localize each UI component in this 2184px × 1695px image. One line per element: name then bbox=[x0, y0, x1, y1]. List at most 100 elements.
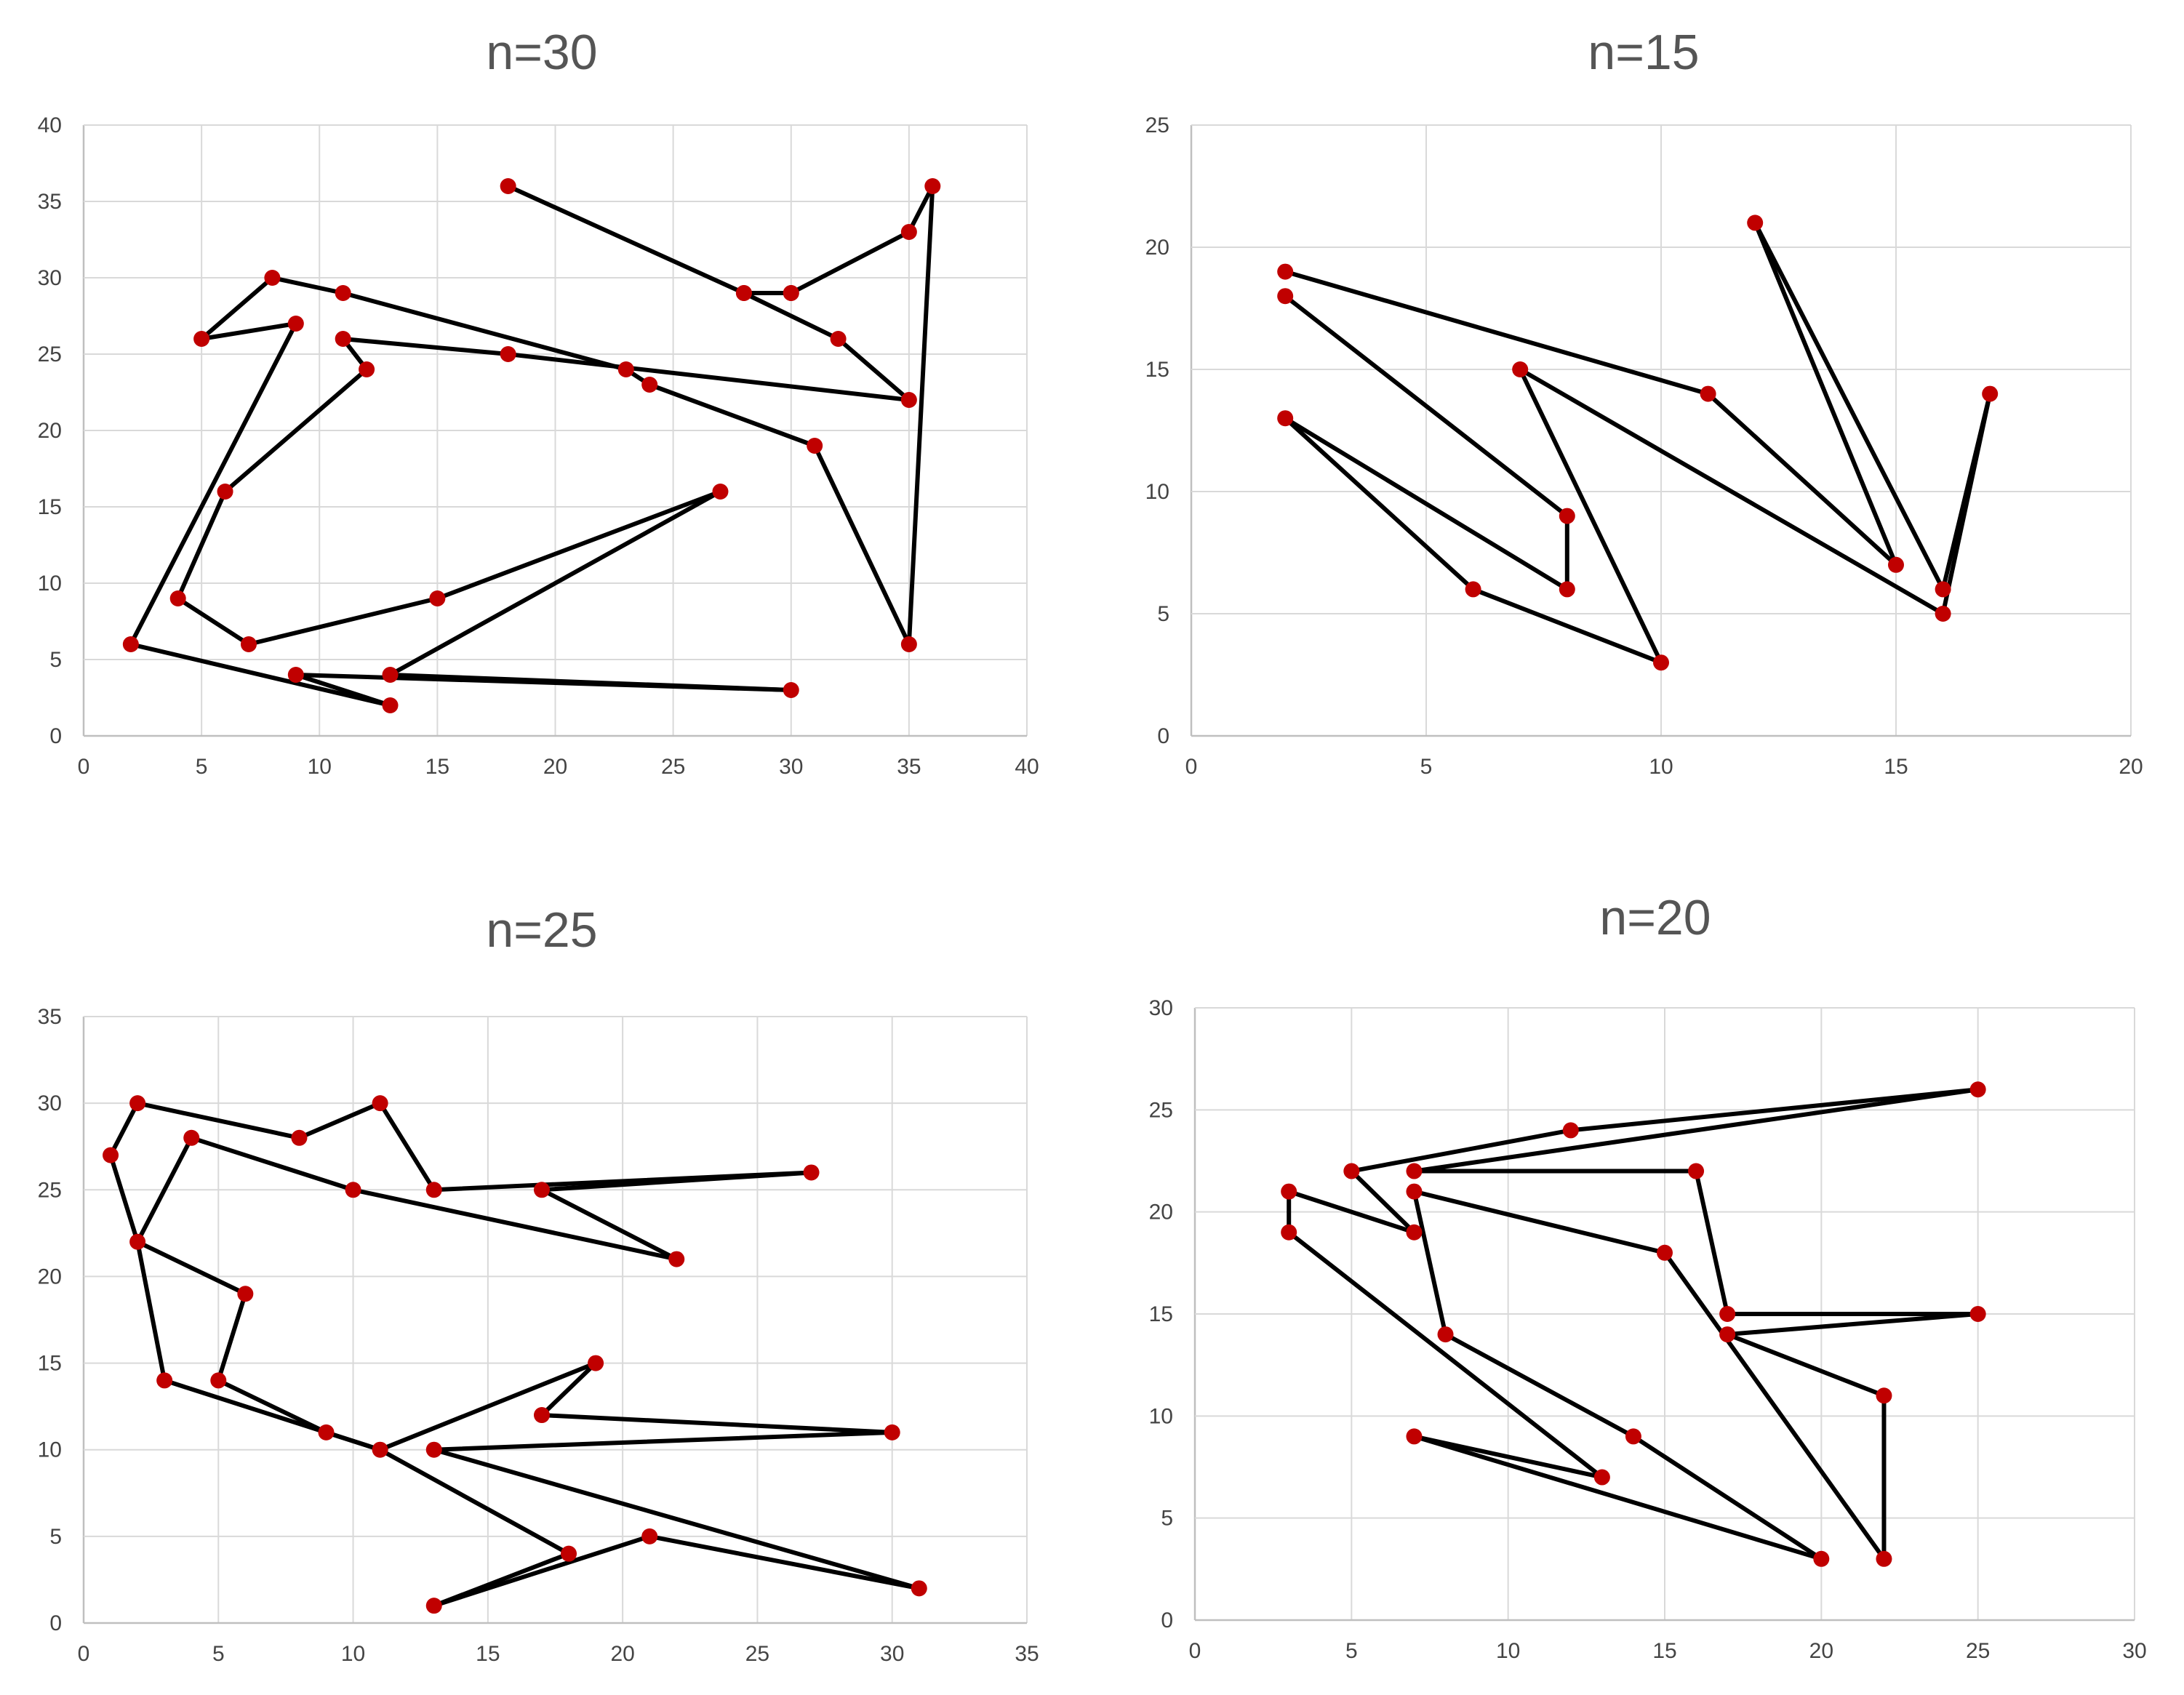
route-segment bbox=[340, 337, 511, 356]
data-point bbox=[425, 1598, 442, 1614]
route-segment bbox=[175, 596, 251, 646]
route-segment bbox=[1412, 1189, 1448, 1337]
y-tick-label: 20 bbox=[38, 1265, 62, 1289]
data-point bbox=[169, 590, 186, 606]
data-point bbox=[237, 1286, 254, 1302]
data-point bbox=[240, 636, 257, 652]
route-segment bbox=[377, 1361, 599, 1452]
route-segment bbox=[128, 642, 393, 708]
route-segment bbox=[1940, 391, 1993, 616]
route-segment bbox=[505, 352, 911, 402]
data-point bbox=[1813, 1550, 1830, 1567]
data-point bbox=[900, 392, 917, 408]
chart-panel-n30: n=30 0 5 10 15 20 25 30 35 40 0 5 10 15 20 25 30 35 40 bbox=[0, 0, 1091, 825]
data-point bbox=[668, 1251, 685, 1267]
data-point bbox=[1465, 581, 1481, 598]
data-point bbox=[425, 1441, 442, 1458]
data-point bbox=[807, 438, 823, 454]
data-point bbox=[217, 484, 233, 500]
route-segment bbox=[246, 596, 440, 646]
data-point bbox=[1719, 1326, 1736, 1343]
data-point bbox=[1277, 263, 1294, 280]
route-segment bbox=[505, 184, 746, 295]
route-segment bbox=[1725, 1312, 1980, 1337]
x-tick-label: 5 bbox=[212, 1642, 225, 1666]
route-segment bbox=[108, 1101, 140, 1158]
data-point bbox=[1969, 1306, 1986, 1322]
y-tick-label: 15 bbox=[38, 1352, 62, 1376]
data-point bbox=[1969, 1081, 1986, 1098]
data-point bbox=[830, 331, 847, 347]
y-tick-label: 30 bbox=[38, 1091, 62, 1115]
y-tick-label: 5 bbox=[1161, 1507, 1173, 1531]
x-tick-label: 5 bbox=[1345, 1639, 1358, 1663]
y-tick-label: 10 bbox=[38, 1438, 62, 1462]
route-segment bbox=[1753, 220, 1945, 592]
y-tick-label: 20 bbox=[1145, 236, 1169, 260]
route-segment bbox=[1287, 1189, 1417, 1235]
data-point bbox=[129, 1233, 146, 1250]
data-point bbox=[264, 270, 281, 286]
route-segment bbox=[539, 1187, 679, 1262]
route-segment bbox=[906, 184, 935, 646]
y-tick-label: 15 bbox=[38, 495, 62, 519]
y-tick-label: 20 bbox=[38, 419, 62, 443]
y-tick-label: 25 bbox=[1145, 113, 1169, 137]
x-tick-label: 35 bbox=[897, 755, 921, 779]
y-tick-label: 0 bbox=[49, 724, 62, 748]
data-point bbox=[1562, 1122, 1579, 1139]
x-tick-label: 10 bbox=[308, 755, 332, 779]
route-segment bbox=[1753, 220, 1898, 567]
y-tick-label: 25 bbox=[1149, 1098, 1173, 1122]
route-segment bbox=[435, 489, 723, 601]
y-tick-label: 30 bbox=[1149, 996, 1173, 1020]
x-tick-label: 15 bbox=[476, 1642, 500, 1666]
route-segment bbox=[1283, 416, 1569, 592]
route-segment bbox=[906, 184, 935, 234]
chart-title: n=30 bbox=[486, 25, 597, 80]
route-segment bbox=[836, 337, 911, 402]
x-tick-label: 10 bbox=[1649, 755, 1673, 779]
route-segment bbox=[1412, 1087, 1980, 1174]
data-point bbox=[1559, 508, 1575, 524]
y-tick-label: 20 bbox=[1149, 1201, 1173, 1225]
route-segment bbox=[223, 367, 369, 494]
data-point bbox=[193, 331, 210, 347]
data-point bbox=[372, 1095, 388, 1112]
y-tick-label: 5 bbox=[1157, 602, 1169, 626]
x-tick-label: 15 bbox=[1652, 1639, 1676, 1663]
route-segment bbox=[539, 1170, 814, 1193]
data-point bbox=[1876, 1550, 1892, 1567]
x-tick-label: 0 bbox=[78, 1642, 90, 1666]
y-tick-label: 35 bbox=[38, 190, 62, 214]
data-point bbox=[1277, 288, 1294, 305]
chart-n25: n=25 0 5 10 15 20 25 30 35 0 5 10 15 20 25 30 35 bbox=[38, 902, 1039, 1666]
data-point bbox=[735, 285, 752, 301]
data-point bbox=[129, 1095, 146, 1112]
data-point bbox=[561, 1545, 577, 1562]
data-point bbox=[1888, 556, 1904, 573]
data-point bbox=[1406, 1163, 1423, 1179]
y-tick-label: 35 bbox=[38, 1005, 62, 1029]
route-segment bbox=[135, 1135, 194, 1244]
x-tick-label: 10 bbox=[1496, 1639, 1520, 1663]
route-segment bbox=[539, 1413, 895, 1435]
data-point bbox=[1406, 1428, 1423, 1445]
data-point bbox=[500, 346, 516, 362]
route-segment bbox=[340, 291, 628, 372]
route-segment bbox=[1283, 416, 1476, 592]
x-tick-label: 5 bbox=[196, 755, 208, 779]
data-point bbox=[1406, 1224, 1423, 1241]
x-tick-label: 5 bbox=[1420, 755, 1433, 779]
x-tick-label: 10 bbox=[341, 1642, 365, 1666]
route-segment bbox=[1725, 1332, 1887, 1398]
chart-title: n=25 bbox=[486, 902, 597, 958]
data-point bbox=[924, 178, 941, 194]
data-point bbox=[1688, 1163, 1705, 1179]
data-point bbox=[1559, 581, 1575, 598]
x-tick-label: 30 bbox=[2122, 1639, 2146, 1663]
data-point bbox=[500, 178, 516, 194]
x-tick-label: 20 bbox=[543, 755, 567, 779]
data-point bbox=[641, 377, 658, 393]
data-point bbox=[1876, 1387, 1892, 1404]
